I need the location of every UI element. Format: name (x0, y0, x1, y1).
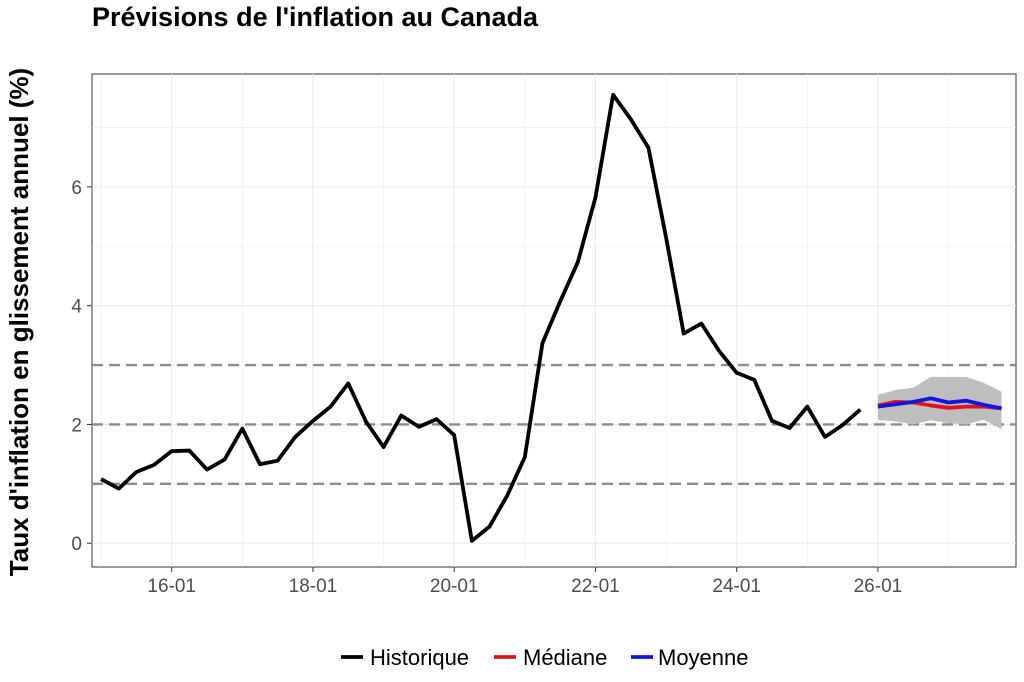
y-tick-label: 0 (71, 534, 82, 555)
forecast-band (877, 376, 1002, 430)
x-tick-label: 16-01 (147, 576, 196, 597)
series-line-moyenne (877, 396, 1002, 411)
y-tick-label: 2 (71, 415, 82, 436)
reference-lines (92, 363, 1016, 486)
forecast-band-layer (877, 376, 1002, 430)
y-axis-label: Taux d'inflation en glissement annuel (%… (4, 68, 34, 576)
series-layer (100, 92, 1002, 543)
x-tick-label: 22-01 (571, 576, 620, 597)
axis-ticks: 16-01 18-01 20-01 22-01 24-01 26-01 0 2 4 6 (71, 178, 902, 597)
legend-label-médiane: Médiane (523, 645, 607, 670)
legend: Historique Médiane Moyenne (341, 645, 749, 670)
y-tick-label: 4 (71, 297, 82, 318)
x-tick-label: 20-01 (430, 576, 479, 597)
legend-label-historique: Historique (370, 645, 469, 670)
x-tick-label: 26-01 (854, 576, 903, 597)
legend-label-moyenne: Moyenne (658, 645, 749, 670)
x-tick-label: 18-01 (289, 576, 338, 597)
x-tick-label: 24-01 (712, 576, 761, 597)
chart-title: Prévisions de l'inflation au Canada (92, 2, 539, 32)
series-line-historique (100, 92, 862, 543)
y-tick-label: 6 (71, 178, 82, 199)
